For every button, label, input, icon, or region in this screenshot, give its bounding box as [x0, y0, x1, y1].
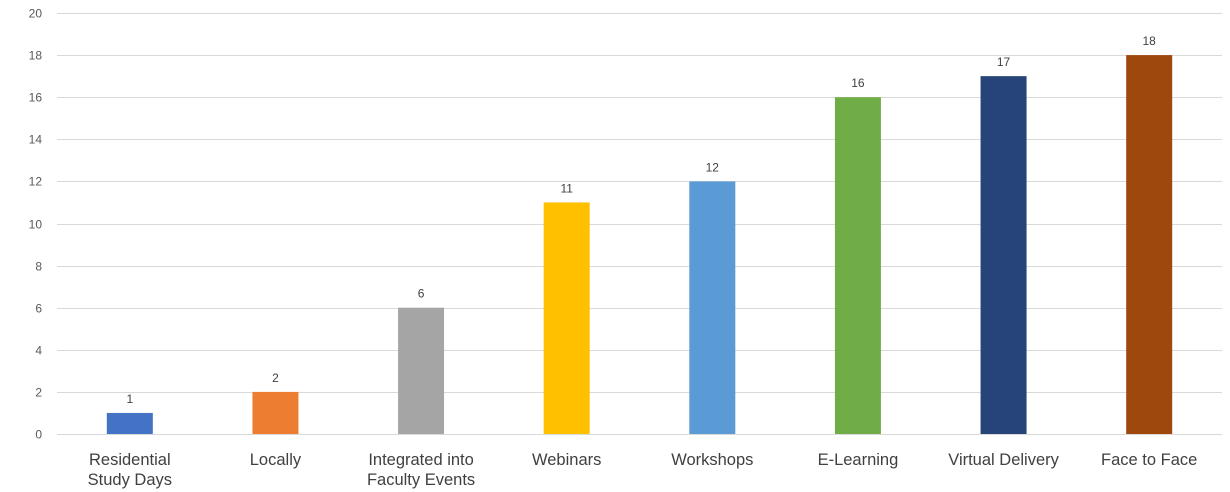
y-tick-label: 6: [35, 302, 42, 316]
y-tick-label: 8: [35, 260, 42, 274]
bar: [543, 202, 590, 434]
x-tick-label-line: Workshops: [671, 451, 753, 469]
data-label: 2: [272, 371, 279, 385]
x-tick-label-line: Integrated into: [368, 451, 474, 469]
bar: [106, 412, 153, 434]
y-tick-label: 16: [29, 91, 43, 105]
x-tick-label-line: Webinars: [532, 451, 601, 469]
bar: [398, 307, 445, 434]
x-tick-label: Locally: [250, 451, 302, 469]
y-tick-label: 2: [35, 386, 42, 400]
gridlines: [57, 13, 1222, 435]
x-axis-ticks: Residential Study Days Locally Integrated i…: [88, 451, 1198, 489]
x-tick-label: E-Learning: [818, 451, 899, 469]
x-tick-label: Integrated into Faculty Events: [367, 451, 475, 489]
x-tick-label: Residential Study Days: [88, 451, 172, 489]
x-tick-label-line: Face to Face: [1101, 451, 1197, 469]
y-tick-label: 20: [29, 7, 43, 21]
x-tick-label: Workshops: [671, 451, 753, 469]
y-tick-label: 10: [29, 218, 43, 232]
data-label: 18: [1143, 34, 1157, 48]
y-tick-label: 0: [35, 428, 42, 442]
x-tick-label-line: E-Learning: [818, 451, 899, 469]
x-tick-label-line: Virtual Delivery: [948, 451, 1059, 469]
x-tick-label-line: Faculty Events: [367, 471, 475, 489]
x-tick-label-line: Residential: [89, 451, 171, 469]
bars: [106, 55, 1173, 435]
bar: [252, 391, 299, 434]
y-tick-label: 4: [35, 344, 42, 358]
data-label: 12: [706, 160, 720, 174]
x-tick-label-line: Study Days: [88, 471, 172, 489]
x-tick-label-line: Locally: [250, 451, 302, 469]
y-tick-label: 12: [29, 175, 43, 189]
bar: [980, 76, 1027, 435]
data-label: 6: [418, 287, 425, 301]
data-label: 11: [560, 181, 573, 195]
bar: [689, 181, 736, 434]
y-axis-ticks: 0 2 4 6 8 10 12 14 16 18 20: [29, 7, 43, 442]
y-tick-label: 14: [29, 133, 43, 147]
x-tick-label: Webinars: [532, 451, 601, 469]
data-label: 17: [997, 55, 1011, 69]
bar: [1126, 55, 1173, 434]
x-tick-label: Face to Face: [1101, 451, 1197, 469]
x-tick-label: Virtual Delivery: [948, 451, 1059, 469]
data-label: 1: [126, 392, 133, 406]
data-label: 16: [851, 76, 865, 90]
bar: [834, 97, 881, 434]
y-tick-label: 18: [29, 49, 43, 63]
